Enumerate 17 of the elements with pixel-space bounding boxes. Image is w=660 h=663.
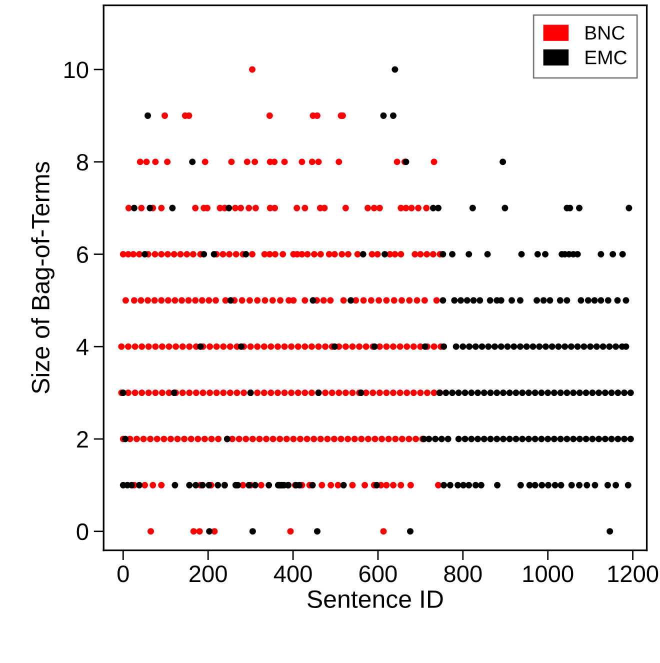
legend-label: EMC: [586, 50, 627, 64]
y-tick-label: 4: [76, 338, 88, 356]
y-tick-label: 8: [76, 154, 88, 171]
y-tick-label: 0: [76, 523, 88, 540]
x-tick-label: 1200: [608, 565, 658, 582]
x-tick-label: 600: [359, 565, 397, 582]
y-tick-label: 10: [64, 62, 88, 78]
x-axis-title: Sentence ID: [308, 590, 443, 608]
y-tick-label: 6: [77, 246, 88, 264]
y-axis-title: Size of Bag-of-Terms: [31, 162, 54, 394]
x-tick-label: 400: [274, 565, 312, 582]
x-tick-label: 200: [190, 565, 227, 582]
y-tick-label: 2: [77, 431, 88, 448]
x-tick-label: 1000: [523, 565, 574, 582]
x-tick-label: 800: [444, 565, 482, 582]
x-tick-label: 0: [118, 565, 129, 582]
legend-label: BNC: [586, 26, 624, 40]
